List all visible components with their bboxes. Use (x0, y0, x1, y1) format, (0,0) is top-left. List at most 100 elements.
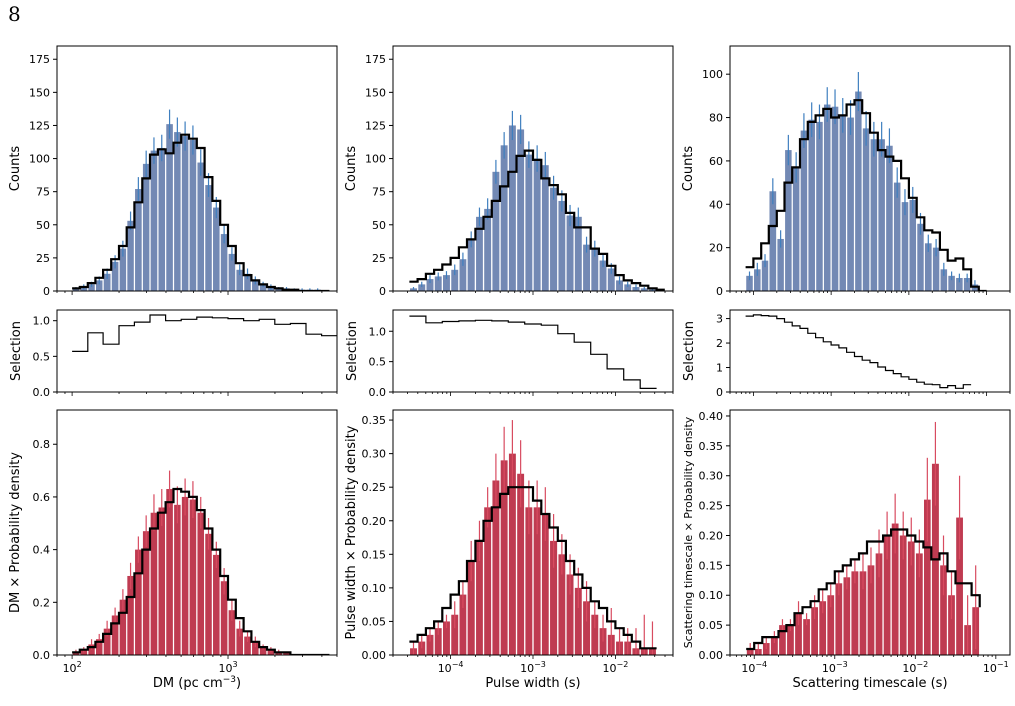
y-tick-label: 80 (709, 112, 723, 125)
bar (508, 125, 516, 291)
axes-frame (729, 409, 1011, 656)
bar (847, 117, 854, 291)
y-tick-label: 2 (716, 337, 723, 350)
axes-frame (392, 409, 674, 656)
bar (886, 145, 893, 291)
bar (434, 276, 442, 291)
panel-dm-counts: 0 25 50 75 100 125 150 175 Counts (8, 45, 338, 298)
bar (792, 167, 800, 291)
model-line (409, 149, 665, 291)
bar (244, 636, 251, 655)
x-tick-label: 102 (63, 660, 82, 675)
bar (228, 610, 236, 655)
plot-area (72, 314, 337, 352)
y-tick-label: 0.2 (33, 596, 51, 609)
y-tick-label: 0.20 (362, 515, 387, 528)
bar (166, 489, 173, 655)
y-axis-label: Counts (8, 146, 23, 192)
bar (434, 628, 442, 655)
bar (283, 652, 290, 655)
bar (127, 220, 134, 291)
plot-area (409, 110, 665, 291)
bar (558, 200, 566, 291)
y-tick-label: 25 (36, 252, 50, 265)
panel-width-selection: 0.0 0.5 1.0 Selection (345, 309, 674, 399)
y-tick-label: 0.25 (699, 500, 724, 513)
bar (917, 223, 924, 291)
x-tick-label: 10−2 (603, 660, 629, 675)
bar (220, 581, 228, 655)
bar (525, 154, 533, 291)
bar (88, 284, 95, 291)
y-tick-label: 0.6 (33, 491, 51, 504)
selection-line (409, 315, 657, 389)
plot-area (72, 470, 330, 655)
bar (770, 637, 778, 655)
bar (205, 185, 212, 291)
y-tick-label: 0.10 (362, 582, 387, 595)
y-tick-label: 0 (379, 285, 386, 298)
bar (909, 199, 917, 291)
bar (808, 119, 815, 291)
model-line (745, 99, 987, 291)
model-line (72, 133, 330, 291)
y-tick-label: 0 (716, 386, 723, 399)
model-line (746, 528, 981, 651)
bar (95, 639, 103, 655)
bar (451, 614, 459, 655)
x-tick-label: 103 (218, 660, 237, 675)
bar (259, 284, 267, 291)
bar (769, 191, 777, 291)
bar (558, 554, 566, 655)
plot-area (745, 72, 987, 291)
bar (189, 140, 197, 291)
bar (103, 273, 111, 291)
y-axis-label: Scattering timescale × Probability densi… (682, 416, 695, 648)
bar (835, 583, 843, 655)
y-axis-label: Selection (682, 321, 697, 381)
bar (197, 512, 205, 655)
y-tick-label: 100 (702, 68, 723, 81)
bar (851, 571, 859, 655)
bar (443, 275, 450, 291)
bar (174, 132, 181, 291)
y-tick-label: 0.35 (362, 414, 387, 427)
y-tick-label: 0.10 (699, 589, 724, 602)
y-tick-label: 25 (372, 252, 386, 265)
bar (426, 634, 434, 655)
y-axis-label: Selection (9, 321, 24, 381)
x-tick-label: 10−2 (902, 660, 928, 675)
bar (816, 121, 823, 291)
plot-area (409, 420, 657, 655)
y-tick-label: 100 (29, 153, 50, 166)
bar (591, 248, 599, 291)
y-tick-label: 0.35 (699, 440, 724, 453)
y-tick-label: 40 (709, 198, 723, 211)
y-tick-label: 50 (36, 219, 50, 232)
bar (839, 115, 846, 291)
bar (166, 124, 173, 291)
bar (103, 628, 111, 655)
bar (907, 541, 915, 655)
bar (754, 269, 761, 291)
y-tick-label: 20 (709, 242, 723, 255)
y-tick-label: 0 (43, 285, 50, 298)
bar (189, 499, 197, 655)
bar (459, 259, 467, 291)
bar (142, 163, 150, 291)
bar (252, 641, 259, 655)
selection-line (745, 314, 972, 389)
bar (550, 540, 558, 655)
bar (111, 615, 119, 655)
panel-width-density: 0.00 0.05 0.10 0.15 0.20 0.25 0.30 0.35 10−4 10−3… (344, 409, 674, 691)
bar (95, 280, 103, 291)
bar (956, 517, 963, 655)
bar (566, 574, 574, 655)
bar (883, 535, 891, 655)
y-tick-label: 0.05 (699, 619, 724, 632)
bar (843, 577, 851, 655)
bar (746, 275, 753, 291)
bar (517, 129, 525, 291)
